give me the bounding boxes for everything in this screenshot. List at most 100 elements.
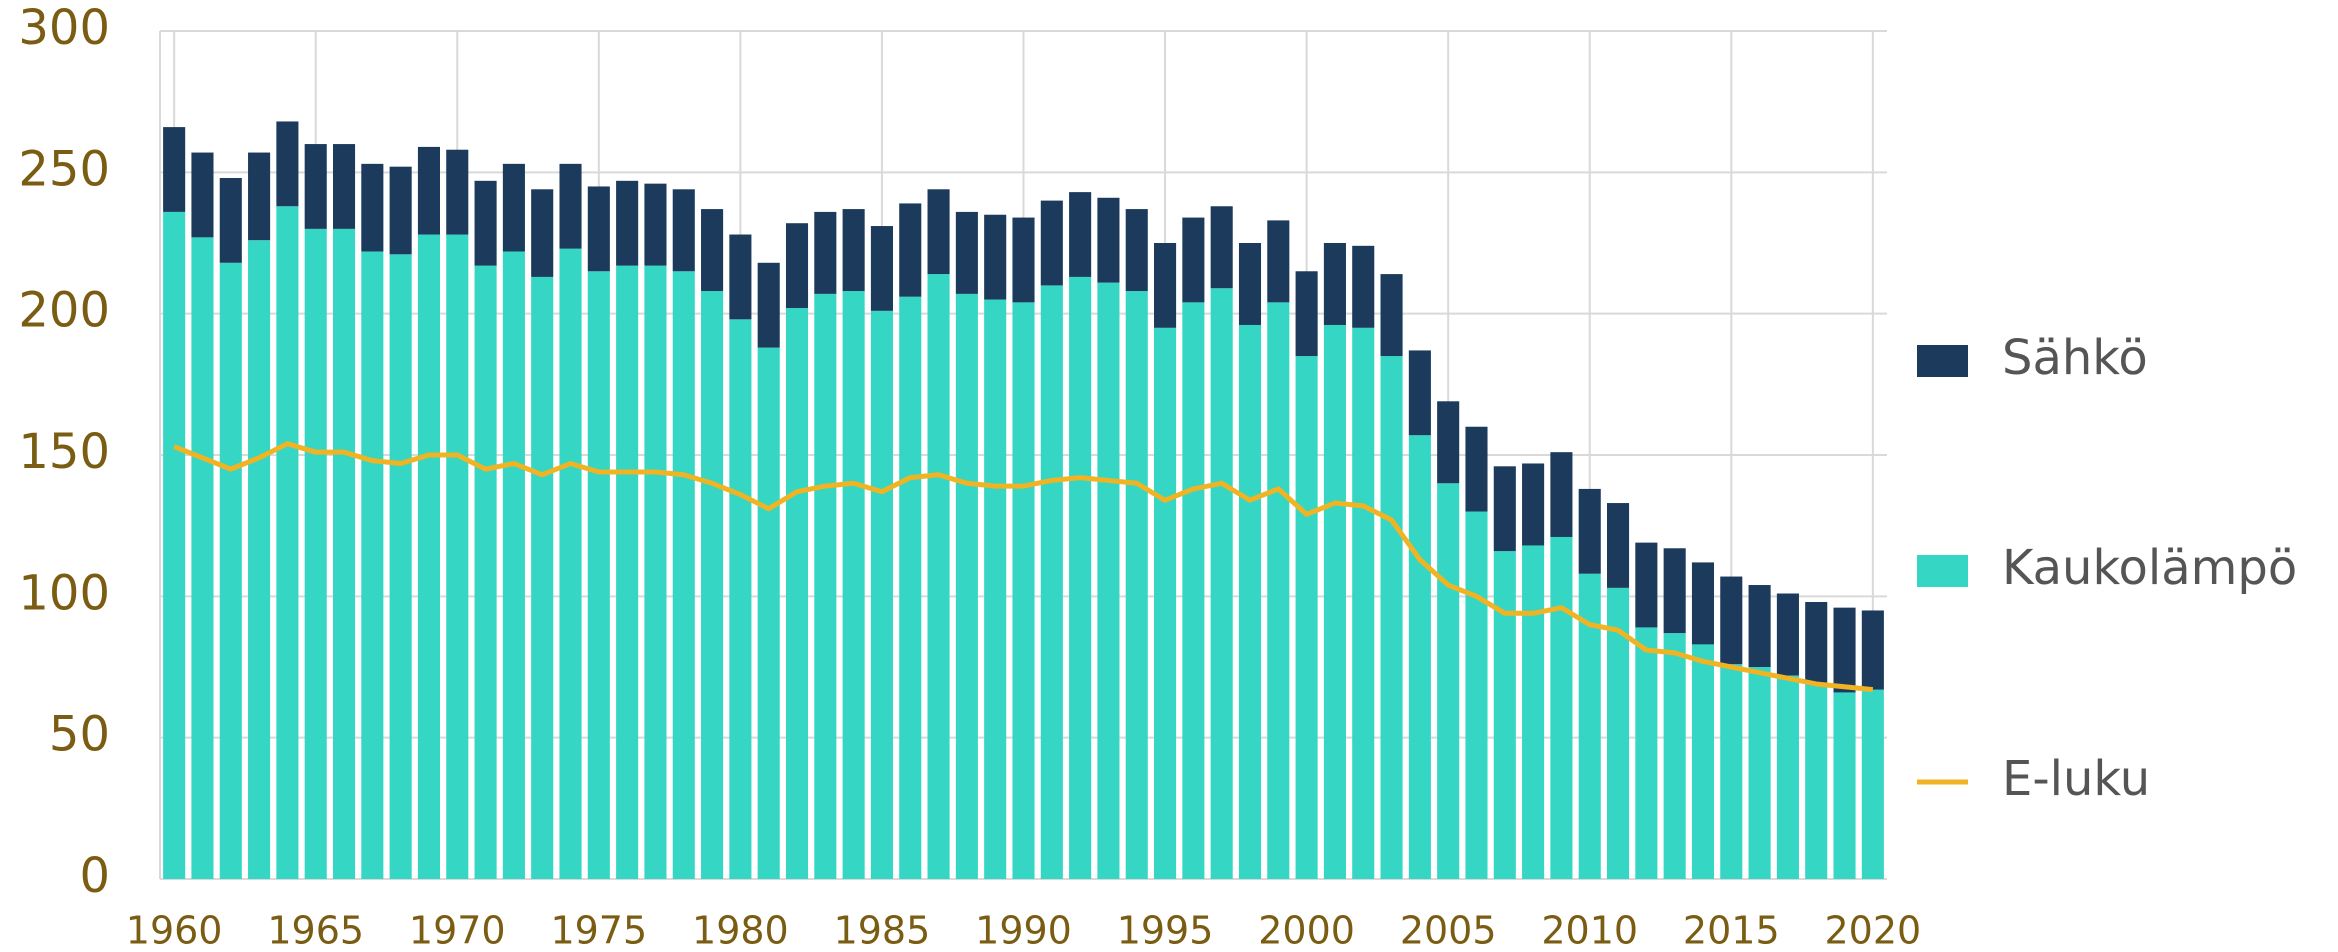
x-tick-label: 1990 <box>975 909 1072 952</box>
bar <box>672 271 695 879</box>
bar <box>785 308 809 880</box>
bar <box>1635 542 1658 628</box>
bar <box>870 310 893 880</box>
y-tick-label: 250 <box>18 141 110 197</box>
bar <box>1691 644 1715 879</box>
bar <box>361 163 384 252</box>
bar <box>531 189 554 277</box>
bar <box>1238 243 1262 325</box>
bar <box>474 265 497 879</box>
bar <box>1578 488 1601 574</box>
bar <box>219 177 242 263</box>
bar <box>559 163 582 249</box>
bar <box>389 254 412 880</box>
bar <box>1154 243 1177 328</box>
bar <box>729 319 752 879</box>
bar <box>1097 197 1120 283</box>
bar <box>1125 291 1148 879</box>
bar <box>1295 271 1318 357</box>
bar <box>1805 601 1828 684</box>
bar <box>1493 551 1516 879</box>
bar <box>1493 466 1516 552</box>
bar <box>1154 327 1177 879</box>
bar <box>616 265 639 879</box>
bar <box>502 163 525 252</box>
bar <box>1437 483 1460 879</box>
bar <box>248 240 271 879</box>
x-tick-label: 1985 <box>834 909 931 952</box>
bar <box>814 211 837 294</box>
bar <box>1465 511 1488 879</box>
bar <box>1069 192 1092 277</box>
bar <box>785 223 809 309</box>
bar <box>1352 245 1375 328</box>
bar <box>446 149 469 235</box>
bar <box>984 214 1007 300</box>
bar <box>474 180 497 266</box>
bar <box>559 248 582 880</box>
x-tick-label: 1975 <box>550 909 647 952</box>
x-tick-label: 2015 <box>1683 909 1780 952</box>
bar <box>1210 206 1233 289</box>
bar <box>1550 536 1573 879</box>
bar <box>1522 545 1545 879</box>
bar <box>1352 327 1375 879</box>
bar <box>1408 350 1431 436</box>
x-tick-label: 2010 <box>1541 909 1638 952</box>
bar <box>1606 503 1630 588</box>
bar <box>814 293 837 879</box>
legend-swatch <box>1917 555 1968 587</box>
bar <box>1125 209 1148 292</box>
bar <box>219 262 242 880</box>
legend-label: E-luku <box>2002 751 2150 807</box>
line <box>173 441 1874 693</box>
x-tick-label: 1965 <box>267 909 364 952</box>
bar <box>1267 302 1290 879</box>
legend-label: Sähkö <box>2002 330 2148 386</box>
bar <box>304 144 327 229</box>
bar <box>1663 633 1686 879</box>
bar <box>276 206 299 880</box>
bar <box>1635 627 1658 879</box>
bar <box>1012 217 1035 303</box>
bar <box>1437 401 1460 484</box>
legend-label: Kaukolämpö <box>2002 540 2297 596</box>
bar <box>389 166 412 255</box>
y-tick-label: 150 <box>18 424 110 480</box>
bar <box>1833 692 1856 879</box>
bar <box>1748 585 1771 667</box>
bar <box>1295 356 1318 880</box>
bar <box>1323 324 1346 879</box>
bar <box>1606 587 1630 879</box>
bar <box>1720 664 1743 879</box>
bar <box>191 237 214 879</box>
bar <box>1182 302 1205 879</box>
bar <box>361 251 384 880</box>
x-tick-label: 1960 <box>126 909 223 952</box>
y-tick-label: 0 <box>79 848 110 904</box>
bar <box>1691 562 1715 645</box>
bar <box>927 189 950 275</box>
y-tick-label: 100 <box>18 565 110 621</box>
bar <box>616 180 639 266</box>
bar <box>1238 324 1262 879</box>
bar <box>587 271 610 879</box>
bar <box>332 144 356 229</box>
bar <box>248 152 271 241</box>
bar <box>729 234 752 320</box>
bar <box>1776 675 1799 879</box>
bar <box>1182 217 1205 303</box>
bar <box>531 276 554 879</box>
bar <box>757 262 780 348</box>
bar <box>870 226 893 311</box>
bar <box>1578 573 1601 879</box>
bar <box>1776 593 1799 676</box>
x-tick-label: 1980 <box>692 909 789 952</box>
bar <box>899 296 922 879</box>
bar <box>1069 276 1092 879</box>
bar <box>1323 243 1346 325</box>
bar <box>1040 285 1063 879</box>
bar <box>332 228 356 879</box>
bar <box>191 152 214 238</box>
bar <box>1380 356 1403 880</box>
